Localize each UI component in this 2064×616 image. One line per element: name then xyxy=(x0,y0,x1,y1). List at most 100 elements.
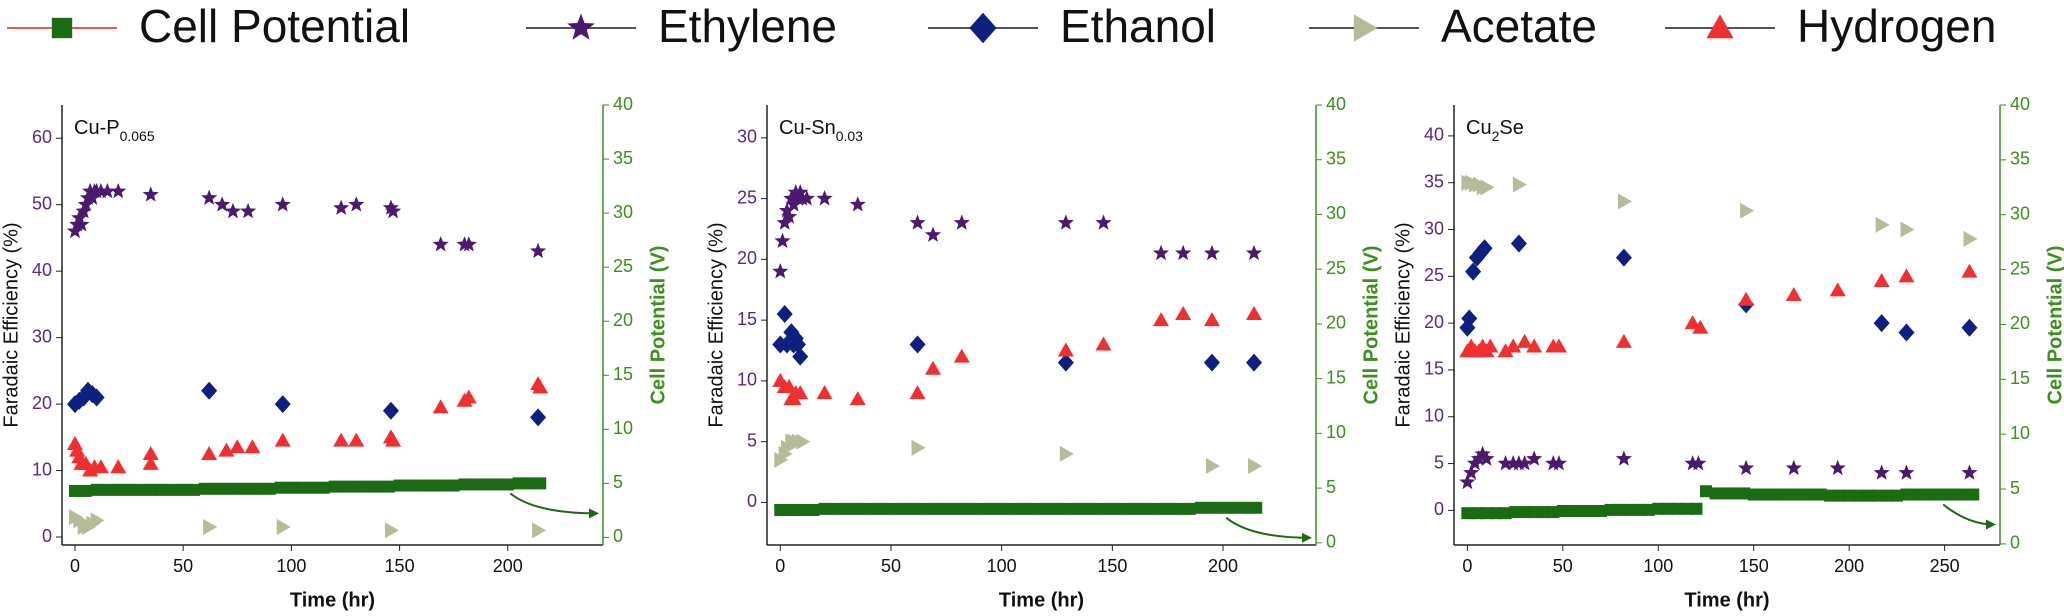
data-point xyxy=(112,483,125,496)
data-point xyxy=(1006,502,1019,515)
y2-tick-label: 20 xyxy=(1326,313,1346,333)
x-tick-label: 50 xyxy=(881,556,901,576)
y-tick-label: 40 xyxy=(1424,125,1444,145)
series xyxy=(772,306,1263,406)
data-point xyxy=(1512,176,1527,193)
y2-tick-label: 40 xyxy=(613,94,633,114)
data-point xyxy=(1478,450,1495,466)
data-point xyxy=(1873,464,1890,480)
data-point xyxy=(1497,343,1514,358)
data-point xyxy=(1095,214,1112,230)
x-tick-label: 150 xyxy=(385,556,415,576)
data-point xyxy=(432,236,449,252)
y-tick-label: 60 xyxy=(32,127,52,147)
data-point xyxy=(807,503,820,516)
label-text: Cu-P xyxy=(74,117,120,139)
data-point xyxy=(348,432,365,447)
data-point xyxy=(1898,323,1915,342)
data-point xyxy=(995,502,1008,515)
data-point xyxy=(1203,244,1221,261)
y2-tick-label: 30 xyxy=(1326,203,1346,223)
data-point xyxy=(1623,503,1636,516)
data-point xyxy=(962,502,975,515)
data-point xyxy=(166,483,179,496)
y2-tick-label: 40 xyxy=(2010,94,2030,114)
data-point xyxy=(1785,488,1798,501)
data-point xyxy=(480,478,493,491)
data-point xyxy=(224,202,242,219)
data-point xyxy=(1459,473,1476,490)
subscript: 0.065 xyxy=(120,128,155,144)
data-point xyxy=(79,484,92,497)
panel-label: Cu-P0.065 xyxy=(74,117,155,143)
data-point xyxy=(1172,502,1185,515)
data-point xyxy=(203,519,218,536)
data-point xyxy=(816,385,833,400)
data-point xyxy=(1575,504,1588,517)
data-point xyxy=(774,503,787,516)
data-point xyxy=(1550,455,1568,471)
data-point xyxy=(1039,502,1052,515)
data-point xyxy=(142,186,159,202)
data-point xyxy=(1509,506,1522,519)
data-point xyxy=(274,481,287,494)
data-point xyxy=(1528,506,1541,519)
data-point xyxy=(523,477,536,490)
data-point xyxy=(1961,464,1978,480)
data-point xyxy=(501,478,514,491)
data-point xyxy=(460,236,477,252)
data-point xyxy=(1245,244,1263,261)
data-point xyxy=(244,439,261,454)
series xyxy=(1461,485,1980,520)
data-point xyxy=(792,385,809,400)
data-point xyxy=(1499,507,1512,520)
y-tick-label: 30 xyxy=(737,127,757,147)
data-point xyxy=(198,482,211,495)
data-point xyxy=(1510,234,1527,253)
data-point xyxy=(1463,464,1480,480)
data-point xyxy=(512,477,525,490)
data-point xyxy=(849,391,866,406)
data-point xyxy=(460,389,477,404)
y-tick-label: 20 xyxy=(737,248,757,268)
data-point xyxy=(1505,338,1522,353)
data-point xyxy=(229,439,246,454)
data-point xyxy=(1228,501,1241,514)
data-point xyxy=(1776,488,1789,501)
data-point xyxy=(1709,487,1722,500)
data-point xyxy=(1890,489,1903,502)
data-point xyxy=(774,232,791,249)
data-point xyxy=(818,502,831,515)
data-point xyxy=(532,522,547,539)
y2-tick-label: 35 xyxy=(2010,149,2030,169)
data-point xyxy=(333,199,350,215)
data-point xyxy=(1881,489,1894,502)
data-point xyxy=(1566,504,1579,517)
legend-item: Ethanol xyxy=(928,0,1216,52)
data-point xyxy=(333,432,350,447)
data-point xyxy=(142,455,159,470)
data-point xyxy=(1250,501,1263,514)
data-point xyxy=(1139,502,1152,515)
data-point xyxy=(432,399,449,414)
y2-tick-label: 10 xyxy=(2010,423,2030,443)
data-point xyxy=(1461,309,1478,328)
data-point xyxy=(896,502,909,515)
data-point xyxy=(1073,502,1086,515)
y2-tick-label: 30 xyxy=(2010,203,2030,223)
data-point xyxy=(781,378,798,393)
data-point xyxy=(426,479,439,492)
data-point xyxy=(1680,502,1693,515)
data-point xyxy=(796,503,809,516)
y-tick-label: 35 xyxy=(1424,171,1444,191)
data-point xyxy=(92,459,109,474)
data-point xyxy=(1824,489,1837,502)
data-point xyxy=(1183,502,1196,515)
data-point xyxy=(209,482,222,495)
data-point xyxy=(361,480,374,493)
data-point xyxy=(90,512,105,529)
data-point xyxy=(840,502,853,515)
data-point xyxy=(1738,459,1755,476)
data-point xyxy=(1117,502,1130,515)
data-point xyxy=(1246,306,1263,321)
